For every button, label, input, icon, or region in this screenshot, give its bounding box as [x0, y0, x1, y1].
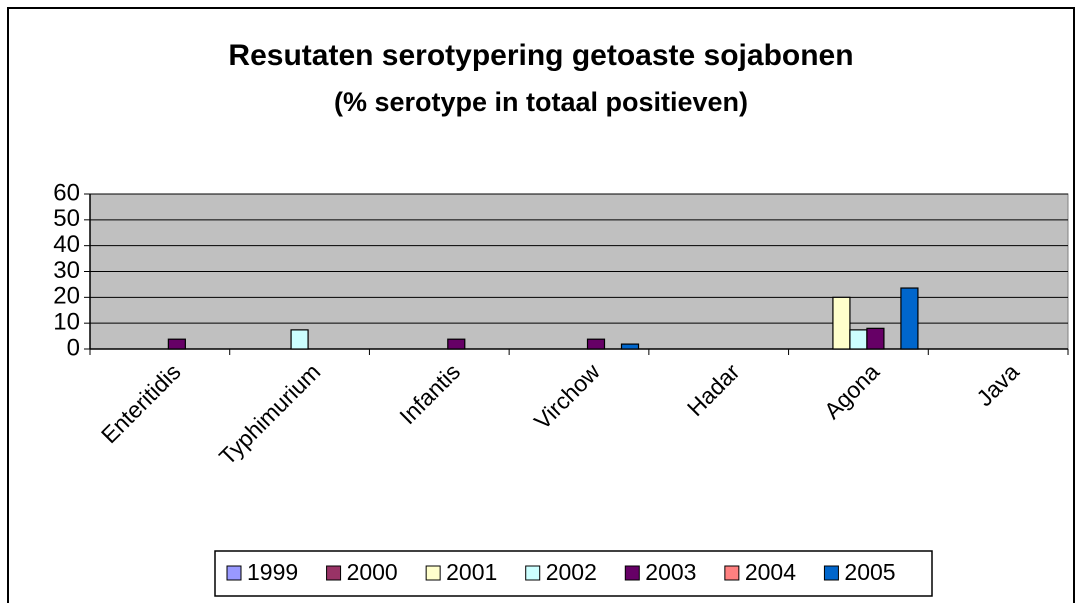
legend-label: 2004 — [745, 559, 796, 585]
legend-swatch — [226, 565, 242, 581]
y-tick-label: 40 — [53, 231, 80, 258]
bar — [167, 338, 186, 350]
legend-label: 2005 — [844, 559, 895, 585]
y-tick-label: 10 — [53, 309, 80, 336]
legend-swatch — [823, 565, 839, 581]
legend-swatch — [624, 565, 640, 581]
legend-swatch — [425, 565, 441, 581]
bar — [832, 296, 851, 350]
legend-label: 2002 — [546, 559, 597, 585]
legend-label: 2003 — [645, 559, 696, 585]
chart-title: Resutaten serotypering getoaste sojabone… — [228, 39, 853, 72]
legend-label: 2001 — [446, 559, 497, 585]
bar — [866, 327, 885, 350]
bar — [447, 338, 466, 350]
y-tick-label: 60 — [53, 179, 80, 206]
chart-subtitle: (% serotype in totaal positieven) — [334, 87, 748, 117]
bar — [900, 287, 919, 350]
legend-swatch — [326, 565, 342, 581]
y-tick-label: 30 — [53, 257, 80, 284]
legend-label: 1999 — [247, 559, 298, 585]
legend-label: 2000 — [347, 559, 398, 585]
legend-swatch — [525, 565, 541, 581]
bar — [290, 329, 309, 350]
y-tick-label: 0 — [67, 334, 80, 361]
bar — [586, 338, 606, 350]
legend-swatch — [724, 565, 740, 581]
y-tick-label: 20 — [53, 283, 80, 310]
bar — [849, 329, 868, 350]
y-tick-label: 50 — [53, 205, 80, 232]
bar — [620, 343, 640, 350]
